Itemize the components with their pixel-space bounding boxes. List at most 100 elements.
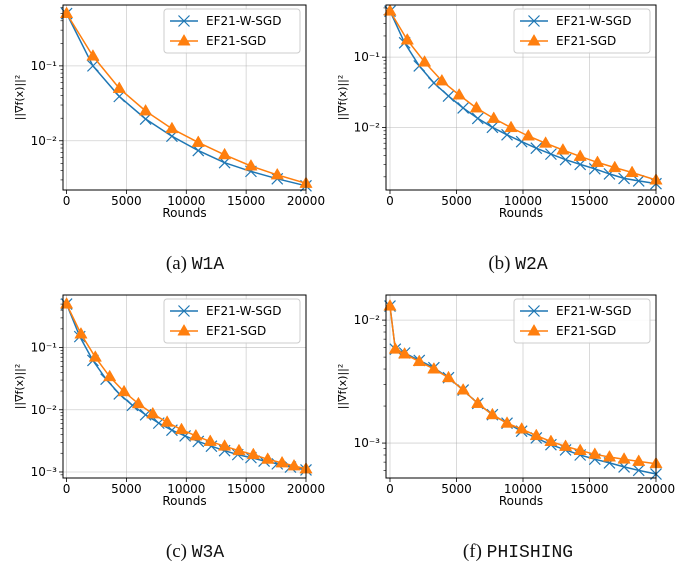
x-marker <box>530 142 543 155</box>
x-tick-label: 0 <box>386 194 394 208</box>
legend-box <box>163 8 301 54</box>
triangle-marker <box>275 455 289 468</box>
x-tick-label: 0 <box>63 194 71 208</box>
x-marker <box>457 102 470 114</box>
triangle-marker <box>131 396 146 409</box>
triangle-marker <box>398 347 412 359</box>
legend-label-1: EF21-SGD <box>556 324 616 338</box>
y-tick-label: 10⁻¹ <box>31 59 58 73</box>
legend-triangle-marker <box>177 33 191 46</box>
x-tick-label: 15000 <box>570 194 608 208</box>
legend-triangle-marker <box>177 323 191 336</box>
triangle-marker <box>217 439 232 451</box>
x-marker <box>471 112 484 125</box>
triangle-marker <box>617 452 631 464</box>
y-tick-label: 10⁻² <box>354 121 381 135</box>
x-axis-label: Rounds <box>162 494 206 508</box>
legend-box <box>163 298 301 344</box>
legend-label-0: EF21-W-SGD <box>556 14 631 28</box>
triangle-marker <box>138 103 153 116</box>
legend-label-0: EF21-W-SGD <box>556 304 631 318</box>
legend-x-marker <box>178 305 190 317</box>
legend-label-1: EF21-SGD <box>206 324 266 338</box>
legend-x-marker <box>178 15 190 27</box>
triangle-marker <box>383 299 397 311</box>
series-line-1 <box>65 13 307 185</box>
triangle-marker <box>625 165 639 178</box>
caption-c: (c) W3A <box>30 541 360 563</box>
triangle-marker <box>538 136 553 148</box>
y-tick-label: 10⁻³ <box>31 465 58 479</box>
caption-a-name: W1A <box>191 255 225 275</box>
x-tick-label: 20000 <box>637 194 675 208</box>
triangle-marker <box>86 49 100 61</box>
x-tick-label: 5000 <box>111 194 142 208</box>
legend-label-1: EF21-SGD <box>556 34 616 48</box>
triangle-marker <box>521 128 535 141</box>
legend-x-marker <box>528 305 540 317</box>
triangle-marker <box>529 428 543 441</box>
chart-panel-1: 0 5000 10000 15000 20000 Rounds 10⁻¹ 10⁻² ||∇f(x… <box>336 4 675 220</box>
triangle-marker <box>573 149 587 161</box>
caption-a: (a) W1A <box>30 253 360 275</box>
triangle-marker <box>558 439 573 451</box>
triangle-marker <box>191 135 205 147</box>
x-tick-label: 5000 <box>441 194 472 208</box>
caption-a-letter: (a) <box>165 253 187 274</box>
triangle-marker <box>588 447 602 459</box>
caption-f-letter: (f) <box>462 541 482 562</box>
x-tick-label: 20000 <box>287 482 325 496</box>
axes-frame <box>385 4 657 191</box>
y-axis-label: ||∇f(x)||² <box>336 364 349 410</box>
x-marker <box>442 90 455 103</box>
x-axis-label: Rounds <box>499 206 543 220</box>
chart-panel-2: 0 5000 10000 15000 20000 Rounds 10⁻¹ 10⁻² 10⁻³ ||… <box>13 294 325 508</box>
x-tick-label: 10000 <box>167 482 205 496</box>
triangle-marker <box>452 88 466 100</box>
triangle-marker <box>88 350 102 362</box>
triangle-marker <box>59 6 74 19</box>
x-marker <box>632 174 645 187</box>
x-marker <box>545 148 557 161</box>
x-tick-label: 10000 <box>504 194 542 208</box>
triangle-marker <box>435 73 449 86</box>
triangle-marker <box>412 354 426 367</box>
y-axis-label: ||∇f(x)||² <box>13 75 26 121</box>
y-tick-label: 10⁻² <box>354 313 381 327</box>
series-line-0 <box>65 13 307 187</box>
x-marker <box>632 464 645 477</box>
triangle-marker <box>244 159 258 171</box>
y-tick-label: 10⁻² <box>31 403 58 417</box>
legend-label-1: EF21-SGD <box>206 34 266 48</box>
x-tick-label: 0 <box>63 482 71 496</box>
x-marker <box>427 77 440 89</box>
triangle-marker <box>556 143 570 155</box>
triangle-marker <box>287 458 301 471</box>
y-tick-label: 10⁻² <box>31 134 58 148</box>
legend-triangle-marker <box>527 33 541 46</box>
chart-panel-3: 0 5000 10000 15000 20000 Rounds 10⁻² 10⁻³ ||∇f(x… <box>336 294 675 508</box>
triangle-marker <box>232 443 246 456</box>
triangle-marker <box>456 383 470 395</box>
caption-c-name: W3A <box>191 543 225 563</box>
caption-c-letter: (c) <box>165 541 187 562</box>
triangle-marker <box>388 342 402 354</box>
triangle-marker <box>146 406 160 419</box>
y-tick-label: 10⁻³ <box>354 436 381 450</box>
x-tick-label: 20000 <box>287 194 325 208</box>
caption-b-name: W2A <box>515 255 548 275</box>
caption-f-name: PHISHING <box>486 543 574 563</box>
x-marker <box>486 121 499 134</box>
triangle-marker <box>203 434 217 446</box>
chart-panel-0: 0 5000 10000 15000 20000 Rounds 10⁻¹ 10⁻² ||∇f(x… <box>13 4 325 220</box>
triangle-marker <box>417 55 432 67</box>
triangle-marker <box>441 370 456 383</box>
triangle-marker <box>112 81 126 93</box>
triangle-marker <box>160 415 174 427</box>
x-tick-label: 20000 <box>637 482 675 496</box>
triangle-marker <box>246 447 260 460</box>
legend-x-marker <box>528 15 540 27</box>
triangle-marker <box>165 121 179 134</box>
triangle-marker <box>504 120 518 133</box>
